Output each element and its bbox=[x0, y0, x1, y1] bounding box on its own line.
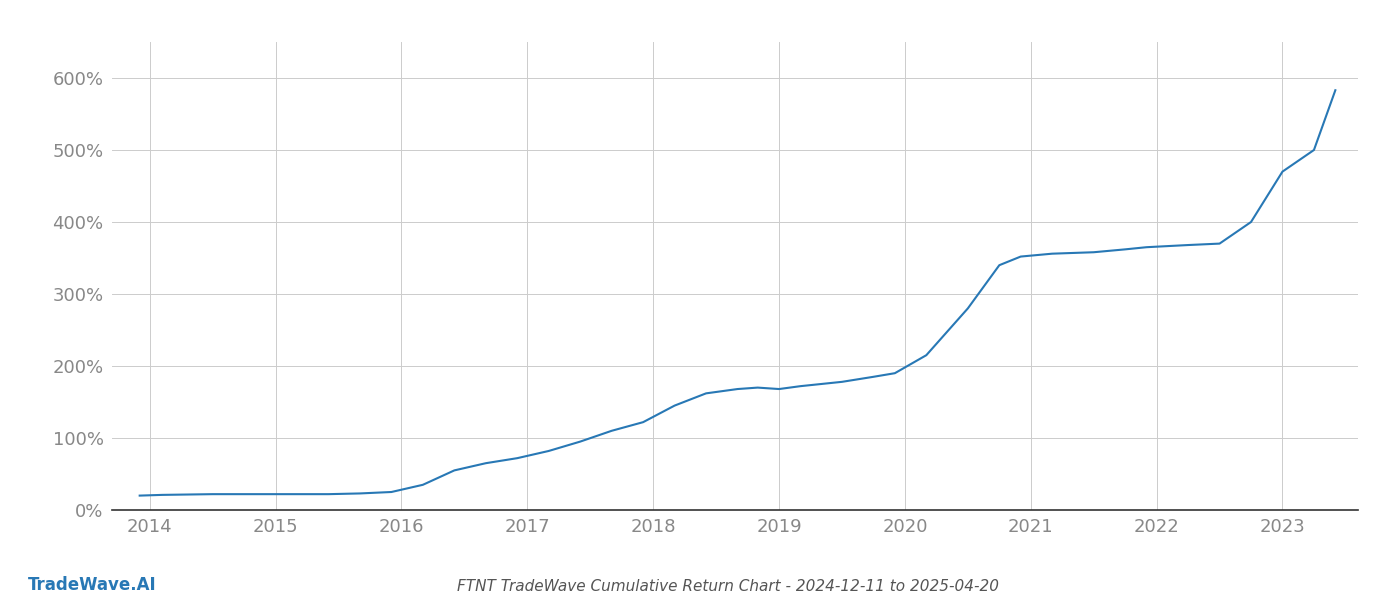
Text: TradeWave.AI: TradeWave.AI bbox=[28, 576, 157, 594]
Text: FTNT TradeWave Cumulative Return Chart - 2024-12-11 to 2025-04-20: FTNT TradeWave Cumulative Return Chart -… bbox=[456, 579, 1000, 594]
